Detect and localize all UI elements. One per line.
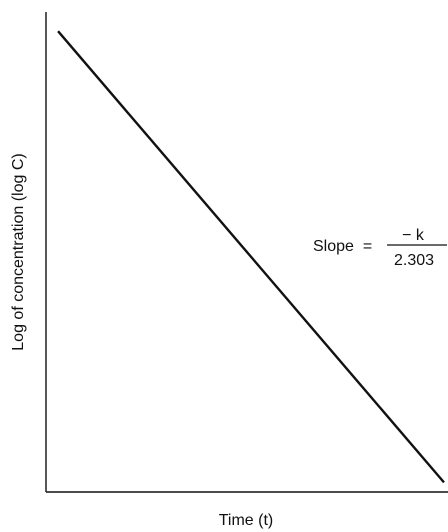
series-layer [57,30,445,484]
slope-numerator: − k [402,227,425,244]
y-axis-label: Log of concentration (log C) [10,153,27,350]
slope-annotation: Slope = − k 2.303 [313,227,447,269]
series-line-0 [57,30,445,484]
x-axis-label: Time (t) [219,512,274,529]
slope-denominator: 2.303 [394,252,434,269]
slope-prefix: Slope = [313,238,372,255]
